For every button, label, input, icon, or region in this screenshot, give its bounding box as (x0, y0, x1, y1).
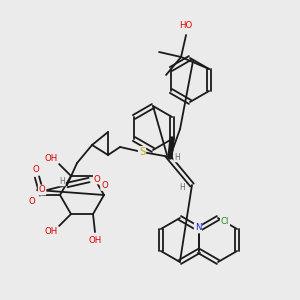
Text: O: O (101, 181, 108, 190)
Text: H: H (59, 176, 65, 185)
Text: HO: HO (179, 22, 193, 31)
Text: Cl: Cl (221, 217, 229, 226)
Text: OH: OH (88, 236, 102, 244)
Text: H: H (174, 152, 180, 161)
Text: H: H (179, 182, 185, 191)
Text: S: S (139, 147, 145, 157)
Text: O: O (28, 196, 35, 206)
Text: OH: OH (44, 154, 58, 164)
Text: N: N (195, 224, 201, 232)
Text: OH: OH (44, 226, 58, 236)
Text: O: O (94, 175, 100, 184)
Text: O: O (33, 164, 39, 173)
Text: O: O (39, 185, 45, 194)
